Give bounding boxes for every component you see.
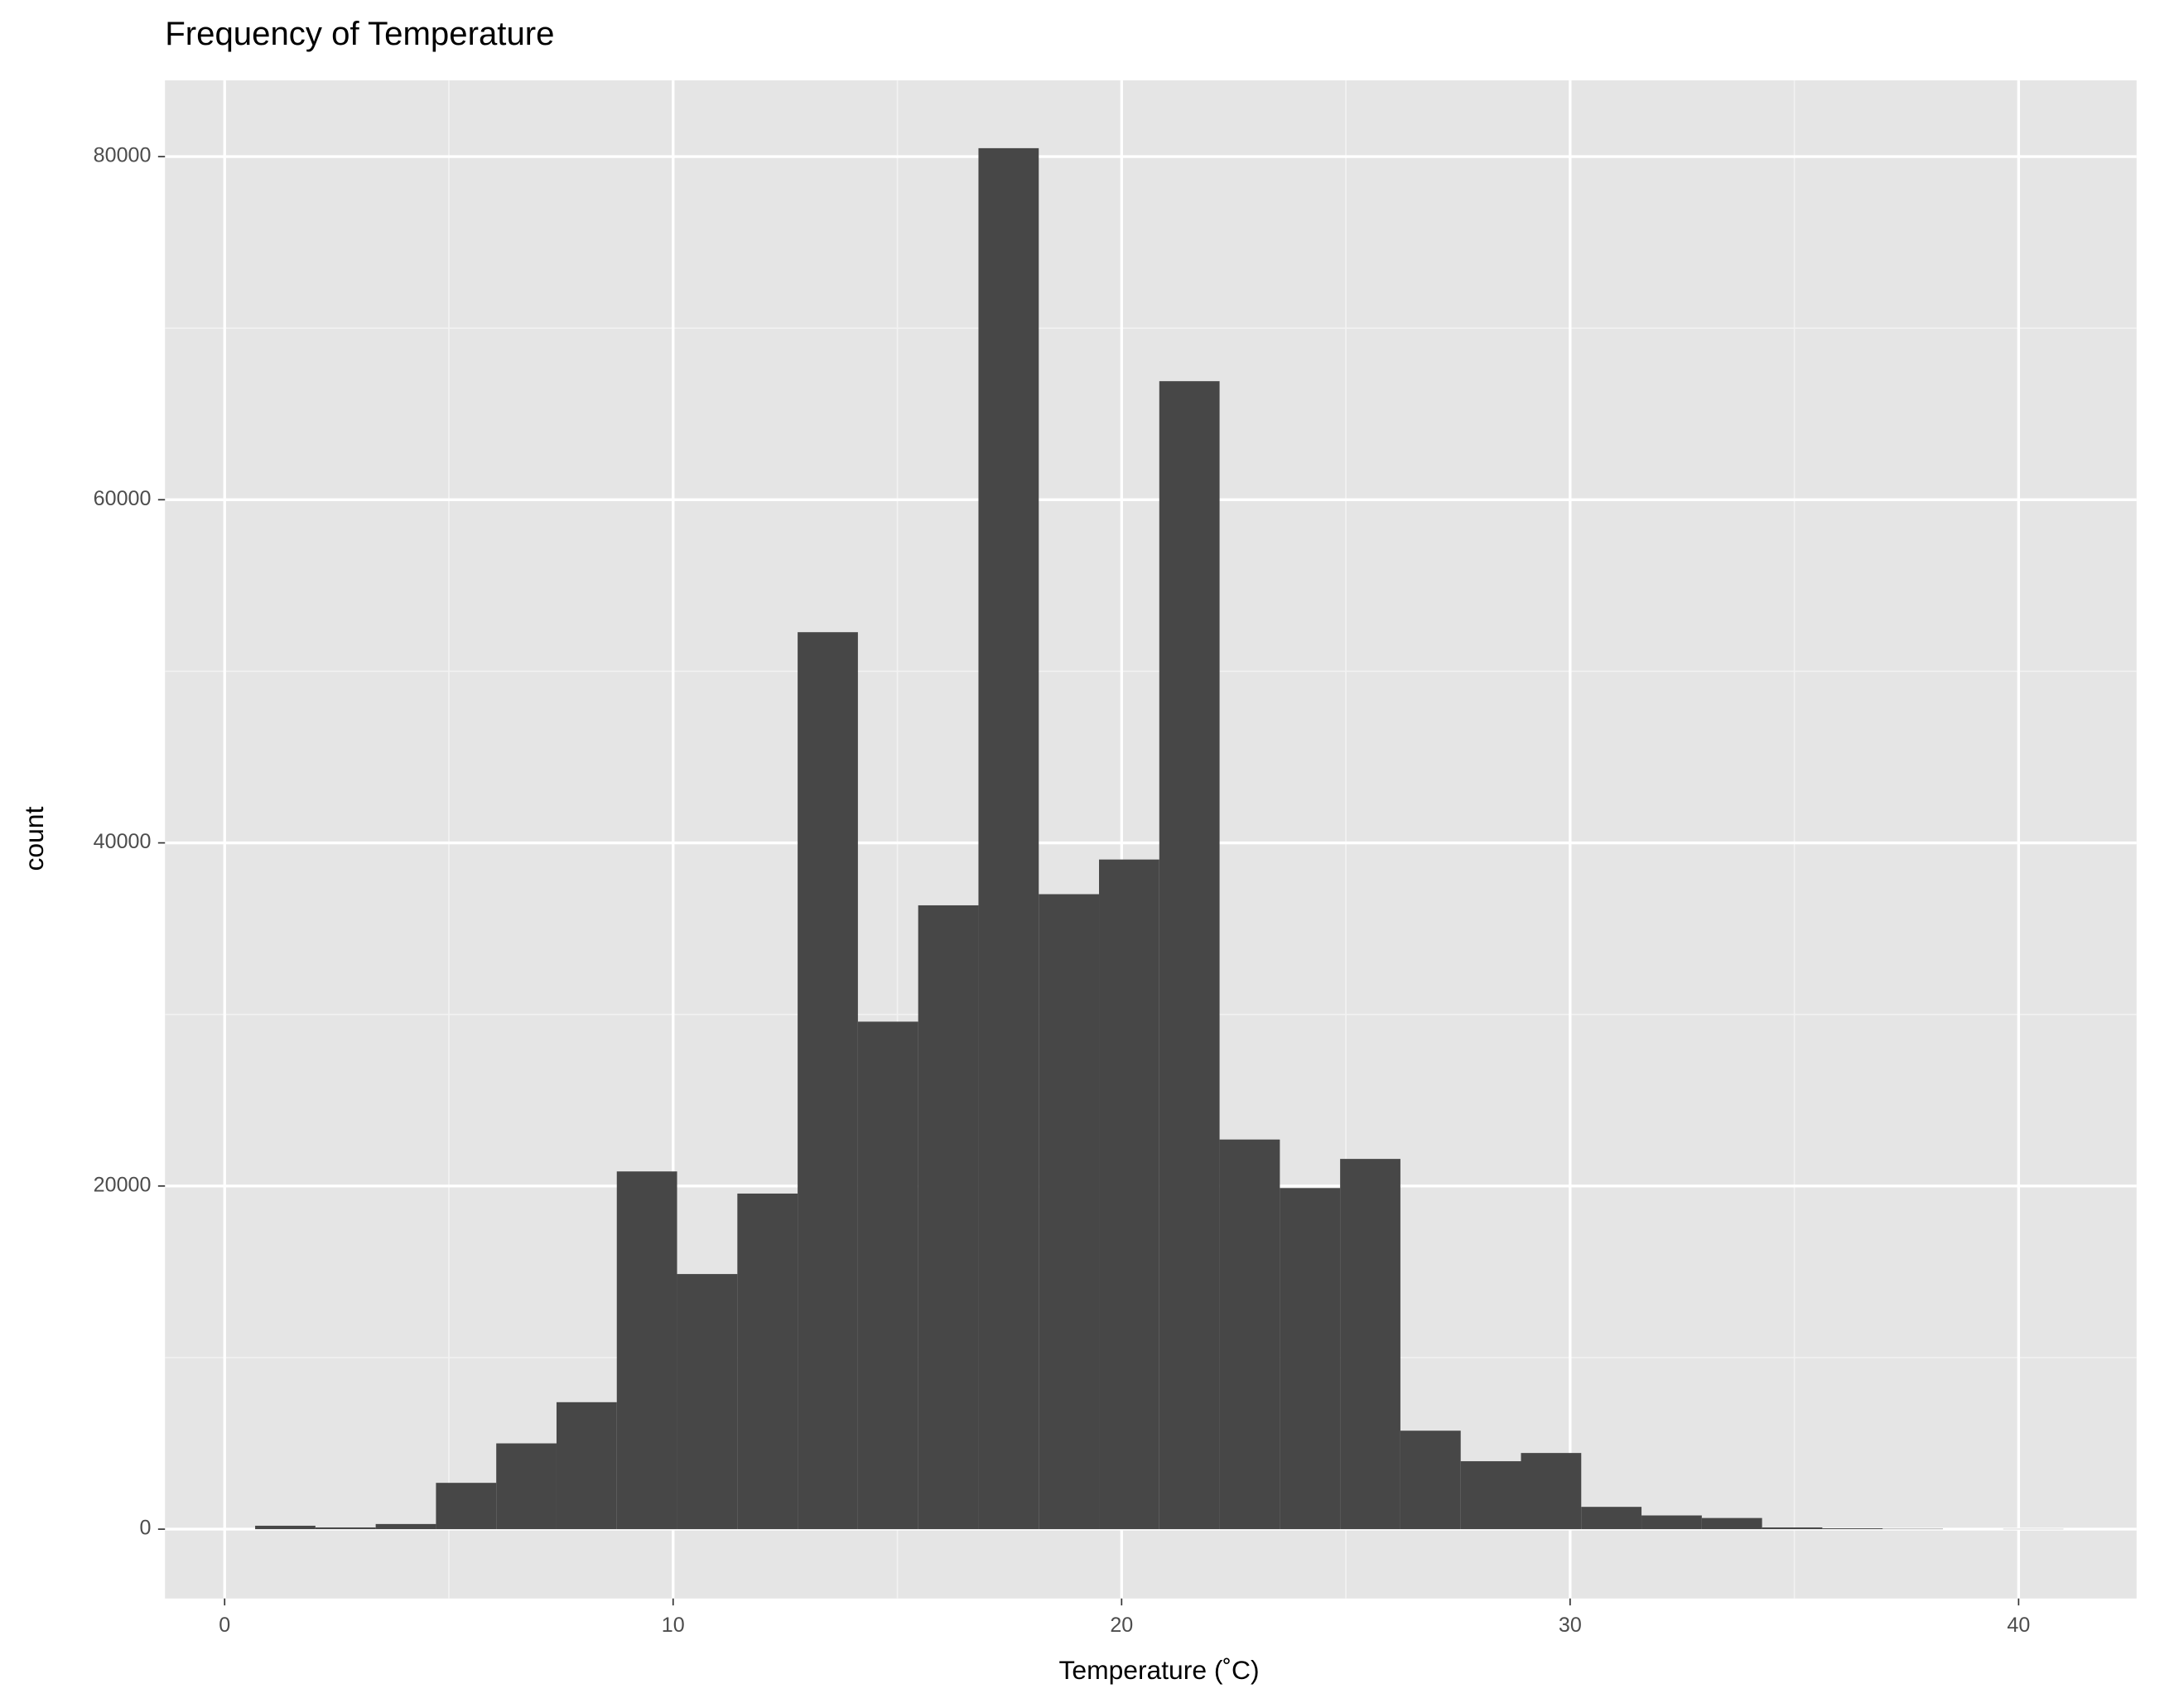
y-tick-label: 80000 [94,144,152,167]
bar [798,632,858,1530]
bar [375,1523,436,1530]
bar [1822,1528,1883,1530]
bar [1340,1159,1400,1530]
bar [1280,1188,1341,1530]
x-tick-label: 20 [1110,1614,1133,1637]
y-axis-title: count [19,807,49,871]
bar [1762,1527,1823,1530]
bar [1219,1139,1280,1530]
bar [918,905,979,1530]
bar [556,1402,617,1530]
x-tick-label: 30 [1559,1614,1582,1637]
bar [1460,1461,1521,1530]
x-axis-title: Temperature (˚C) [1058,1655,1259,1685]
bar [496,1443,557,1530]
y-tick-label: 60000 [94,487,152,510]
bar [315,1527,376,1530]
bar [1521,1453,1582,1530]
bar [978,147,1039,1530]
x-tick-label: 40 [2007,1614,2030,1637]
bar [737,1193,798,1530]
bar [1701,1517,1762,1530]
bar [1400,1431,1461,1530]
bar [1099,859,1159,1530]
bar [1159,381,1220,1530]
bar [616,1171,677,1530]
bar [857,1021,918,1530]
bar [436,1483,497,1530]
bar [1641,1515,1702,1530]
x-tick-label: 10 [662,1614,685,1637]
x-tick-label: 0 [219,1614,230,1637]
bar [677,1274,738,1530]
y-tick-label: 20000 [94,1173,152,1196]
y-tick-label: 0 [140,1517,152,1540]
bar [1039,894,1100,1530]
chart-title: Frequency of Temperature [165,15,554,52]
bar [255,1525,316,1530]
y-tick-label: 40000 [94,830,152,853]
bar [1581,1507,1642,1530]
